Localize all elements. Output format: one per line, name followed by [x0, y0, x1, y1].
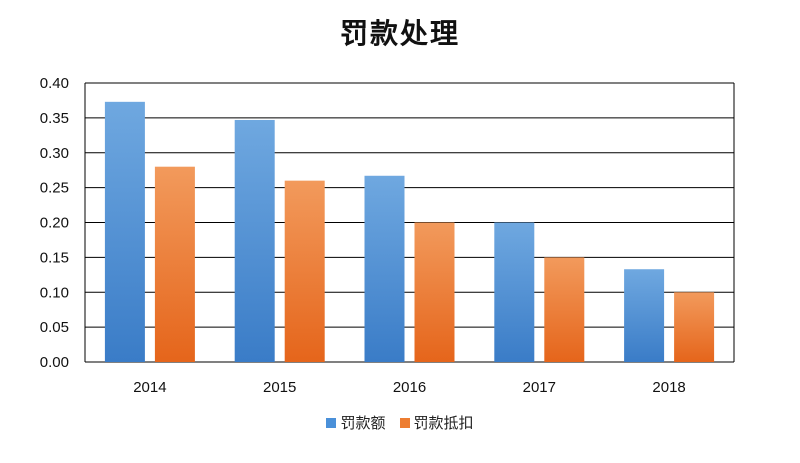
y-tick-label: 0.20: [40, 215, 69, 232]
x-tick-label: 2015: [263, 379, 296, 396]
bar-series-2-2018: [674, 292, 715, 362]
chart-title: 罚款处理: [339, 17, 460, 50]
y-tick-label: 0.25: [40, 180, 69, 197]
bar-series-2-2016: [414, 222, 455, 362]
legend-swatch-series-1: [326, 417, 337, 428]
legend-item-series-2: 罚款抵扣: [399, 412, 474, 433]
x-tick-label: 2017: [523, 379, 556, 396]
bar-series-2-2015: [284, 180, 325, 362]
x-tick-label: 2014: [133, 379, 166, 396]
bars: [104, 101, 715, 363]
legend-item-series-1: 罚款额: [326, 412, 386, 433]
bar-series-1-2016: [364, 175, 405, 362]
y-tick-label: 0.30: [40, 145, 69, 162]
bar-series-2-2014: [154, 166, 195, 362]
bar-series-2-2017: [544, 257, 585, 362]
bar-series-1-2015: [234, 119, 275, 362]
y-tick-label: 0.40: [40, 75, 69, 92]
bar-series-1-2018: [624, 269, 665, 362]
x-tick-label: 2018: [652, 379, 685, 396]
y-tick-label: 0.15: [40, 249, 69, 266]
y-tick-label: 0.05: [40, 319, 69, 336]
legend-swatch-series-2: [399, 417, 410, 428]
y-tick-label: 0.10: [40, 284, 69, 301]
legend-label-series-1: 罚款额: [340, 414, 386, 432]
bar-series-1-2014: [104, 101, 145, 363]
y-tick-label: 0.00: [40, 354, 69, 371]
legend-label-series-2: 罚款抵扣: [413, 414, 474, 432]
legend: 罚款额 罚款抵扣: [0, 412, 800, 433]
y-tick-label: 0.35: [40, 110, 69, 127]
x-tick-label: 2016: [393, 379, 426, 396]
tick-labels: 0.00 0.05 0.10 0.15 0.20 0.25 0.30 0.35 0.40 2014…: [40, 75, 686, 396]
bar-series-1-2017: [494, 222, 535, 362]
